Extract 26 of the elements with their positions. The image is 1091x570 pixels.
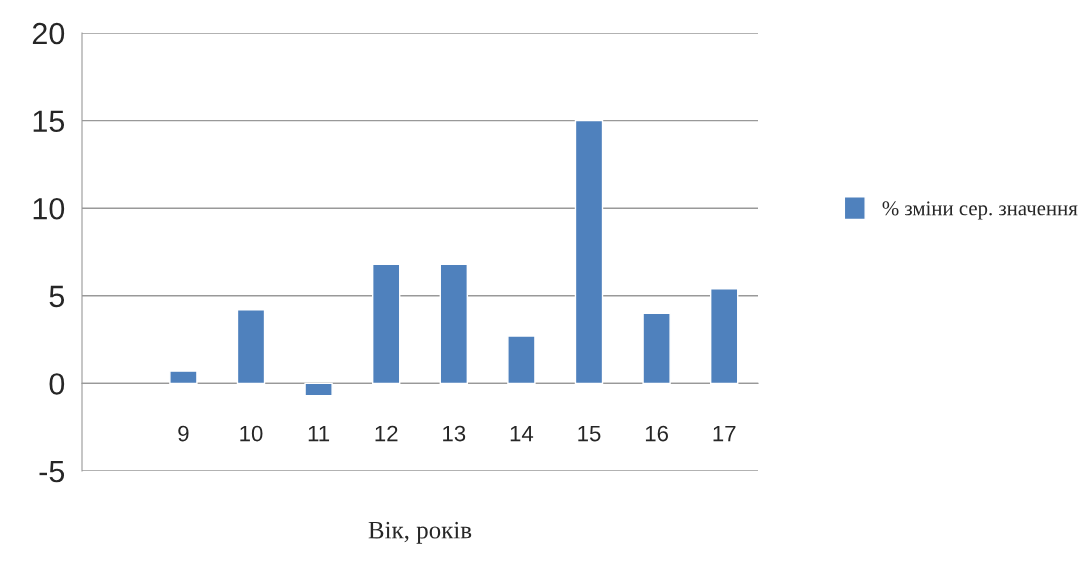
bar: [709, 288, 739, 385]
x-tick-label: 16: [645, 425, 668, 442]
y-tick-label: 20: [32, 22, 65, 45]
x-tick-label: 15: [578, 425, 601, 442]
x-tick-label: 13: [443, 425, 466, 442]
x-axis-title: Вік, років: [368, 521, 472, 544]
x-tick-label: 10: [240, 425, 263, 442]
x-tick-label: 14: [510, 425, 534, 442]
x-tick-label: 17: [713, 425, 736, 442]
legend-label: % зміни сер. значення: [882, 201, 1078, 220]
y-tick-label: 15: [33, 110, 65, 132]
bar: [574, 119, 604, 385]
y-tick-label: 5: [49, 285, 65, 308]
bar: [371, 263, 401, 385]
x-tick-label: 11: [308, 425, 330, 442]
bar: [304, 382, 333, 397]
bar: [439, 263, 469, 385]
bar: [507, 335, 536, 385]
bar: [236, 309, 266, 385]
x-tick-label: 9: [178, 425, 189, 442]
y-tick-label: -5: [39, 461, 65, 483]
bar: [169, 370, 198, 385]
bar: [642, 312, 671, 385]
x-tick-label: 12: [375, 425, 398, 442]
y-tick-label: 10: [33, 197, 65, 220]
y-tick-label: 0: [49, 373, 65, 395]
